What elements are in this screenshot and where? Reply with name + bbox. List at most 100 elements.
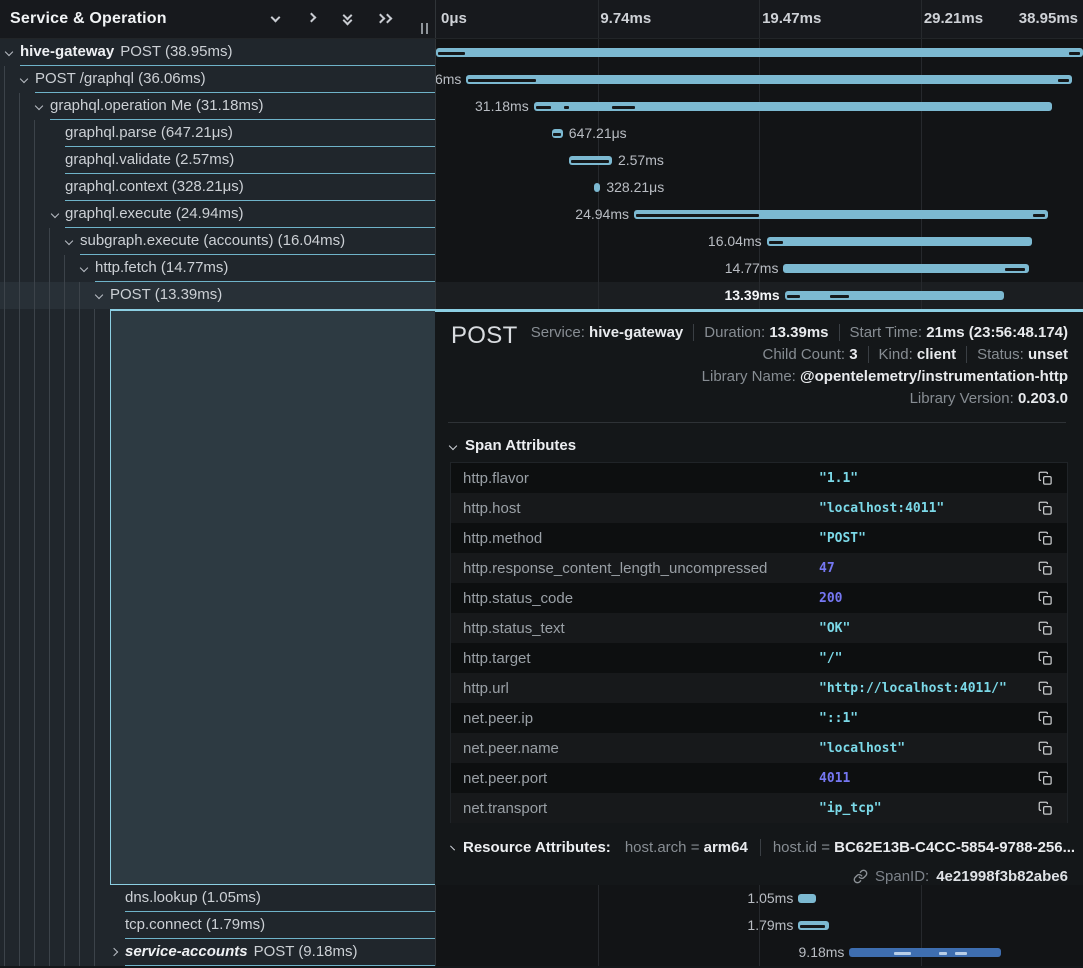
- span-name-cell[interactable]: hive-gateway POST (38.95ms): [0, 39, 435, 66]
- attribute-key: http.flavor: [463, 469, 529, 487]
- expand-all-icon[interactable]: [375, 12, 393, 26]
- meta-value: @opentelemetry/instrumentation-http: [800, 368, 1068, 385]
- copy-icon[interactable]: [1038, 801, 1053, 816]
- chevron-down-icon[interactable]: [94, 290, 104, 300]
- ruler-tick: 29.21ms: [923, 10, 984, 27]
- span-name-cell[interactable]: dns.lookup (1.05ms): [0, 885, 435, 912]
- attribute-key: http.host: [463, 499, 521, 517]
- chevron-down-icon[interactable]: [19, 74, 29, 84]
- row-separator: [80, 254, 435, 255]
- span-name-cell[interactable]: POST /graphql (36.06ms): [0, 66, 435, 93]
- ruler-tick: 0μs: [441, 10, 467, 27]
- resource-attributes-title: Resource Attributes:: [463, 839, 611, 856]
- span-name-cell[interactable]: graphql.operation Me (31.18ms): [0, 93, 435, 120]
- resource-attribute: host.id = BC62E13B-C4CC-5854-9788-256...: [759, 839, 1075, 856]
- span-attributes-table: http.flavor "1.1" http.host "localhost:401…: [450, 462, 1068, 823]
- collapse-one-icon[interactable]: [269, 12, 283, 26]
- collapse-all-icon[interactable]: [341, 10, 355, 26]
- span-name-cell[interactable]: graphql.context (328.21μs): [0, 174, 435, 201]
- row-separator: [65, 146, 435, 147]
- copy-icon[interactable]: [1038, 591, 1053, 606]
- chevron-down-icon[interactable]: [34, 101, 44, 111]
- span-row: subgraph.execute (accounts) (16.04ms) 16…: [0, 228, 1083, 255]
- operation-name: POST (13.39ms): [110, 286, 223, 303]
- service-name: service-accounts: [125, 943, 248, 960]
- span-name-cell[interactable]: subgraph.execute (accounts) (16.04ms): [0, 228, 435, 255]
- attribute-row: http.status_text "OK": [451, 613, 1067, 643]
- row-separator: [65, 227, 435, 228]
- span-bar-cell: 13.39ms: [435, 282, 1083, 309]
- copy-icon[interactable]: [1038, 621, 1053, 636]
- attribute-row: http.status_code 200: [451, 583, 1067, 613]
- copy-icon[interactable]: [1038, 501, 1053, 516]
- span-attributes-toggle[interactable]: Span Attributes: [446, 433, 1068, 462]
- span-bar-cell: 16.04ms: [435, 228, 1083, 255]
- span-row: service-accounts POST (9.18ms) 9.18ms: [0, 939, 1083, 966]
- chevron-right-icon[interactable]: [109, 947, 119, 957]
- span-row: POST /graphql (36.06ms) 36.06ms: [0, 66, 1083, 93]
- span-detail-panel: POST Service: hive-gateway Duration: 13.3…: [435, 309, 1083, 885]
- span-name-cell[interactable]: graphql.validate (2.57ms): [0, 147, 435, 174]
- chevron-down-icon[interactable]: [50, 209, 60, 219]
- detail-divider: [448, 422, 1066, 423]
- span-name-cell[interactable]: graphql.parse (647.21μs): [0, 120, 435, 147]
- span-bar[interactable]: [633, 209, 1049, 219]
- operation-name: tcp.connect (1.79ms): [125, 916, 266, 933]
- span-name-cell[interactable]: service-accounts POST (9.18ms): [0, 939, 435, 966]
- attribute-value: "1.1": [819, 470, 859, 486]
- detail-meta: Service: hive-gateway Duration: 13.39ms St…: [531, 322, 1068, 410]
- span-bar[interactable]: [784, 290, 1005, 300]
- attribute-value: "POST": [819, 530, 866, 546]
- meta-value: 21ms (23:56:48.174): [926, 324, 1068, 341]
- resource-attribute: host.arch = arm64: [624, 839, 748, 856]
- copy-icon[interactable]: [1038, 741, 1053, 756]
- span-bar[interactable]: [436, 47, 1083, 57]
- chevron-down-icon[interactable]: [4, 47, 14, 57]
- attribute-key: net.peer.ip: [463, 709, 534, 727]
- copy-icon[interactable]: [1038, 531, 1053, 546]
- span-name-cell[interactable]: http.fetch (14.77ms): [0, 255, 435, 282]
- span-bar[interactable]: [798, 893, 817, 903]
- link-icon[interactable]: [853, 869, 868, 884]
- chevron-down-icon[interactable]: [79, 263, 89, 273]
- timeline-ruler: 0μs 9.74ms 19.47ms 29.21ms 38.95ms: [435, 0, 1083, 38]
- span-name-cell[interactable]: POST (13.39ms): [0, 282, 435, 309]
- copy-icon[interactable]: [1038, 651, 1053, 666]
- span-bar[interactable]: [466, 74, 1072, 84]
- span-row-selected: POST (13.39ms) 13.39ms: [0, 282, 1083, 309]
- duration-label: 2.57ms: [617, 152, 664, 168]
- operation-name: POST /graphql (36.06ms): [35, 70, 206, 87]
- duration-label: 13.39ms: [724, 287, 780, 303]
- duration-label: 14.77ms: [724, 260, 779, 276]
- indent-guides: [0, 912, 97, 939]
- copy-icon[interactable]: [1038, 771, 1053, 786]
- indent-guides: [0, 93, 22, 120]
- meta-value: 13.39ms: [769, 324, 829, 341]
- copy-icon[interactable]: [1038, 471, 1053, 486]
- attribute-value: "localhost:4011": [819, 500, 945, 516]
- span-name-cell[interactable]: tcp.connect (1.79ms): [0, 912, 435, 939]
- chevron-down-icon[interactable]: [64, 236, 74, 246]
- timeline-header: Service & Operation 0μs 9.74ms 19.47ms 2…: [0, 0, 1083, 39]
- copy-icon[interactable]: [1038, 711, 1053, 726]
- span-id-row: SpanID: 4e21998f3b82abe6: [446, 856, 1068, 885]
- copy-icon[interactable]: [1038, 681, 1053, 696]
- span-name-cell[interactable]: graphql.execute (24.94ms): [0, 201, 435, 228]
- span-bar[interactable]: [593, 182, 601, 192]
- indent-guides: [0, 120, 37, 147]
- expand-one-icon[interactable]: [305, 12, 319, 26]
- span-bar[interactable]: [533, 101, 1052, 111]
- span-bar[interactable]: [766, 236, 1032, 246]
- panel-resize-handle[interactable]: [420, 23, 429, 35]
- resource-attributes-row[interactable]: Resource Attributes: host.arch = arm64 h…: [446, 823, 1075, 856]
- span-bar-cell: [435, 39, 1083, 66]
- span-bar[interactable]: [849, 947, 1001, 957]
- ruler-tick: 19.47ms: [762, 10, 822, 27]
- attribute-row: http.method "POST": [451, 523, 1067, 553]
- attribute-row: http.target "/": [451, 643, 1067, 673]
- meta-label: Kind:: [878, 346, 913, 363]
- duration-label: 328.21μs: [606, 179, 665, 195]
- span-row: hive-gateway POST (38.95ms): [0, 39, 1083, 66]
- span-bar[interactable]: [783, 263, 1030, 273]
- copy-icon[interactable]: [1038, 561, 1053, 576]
